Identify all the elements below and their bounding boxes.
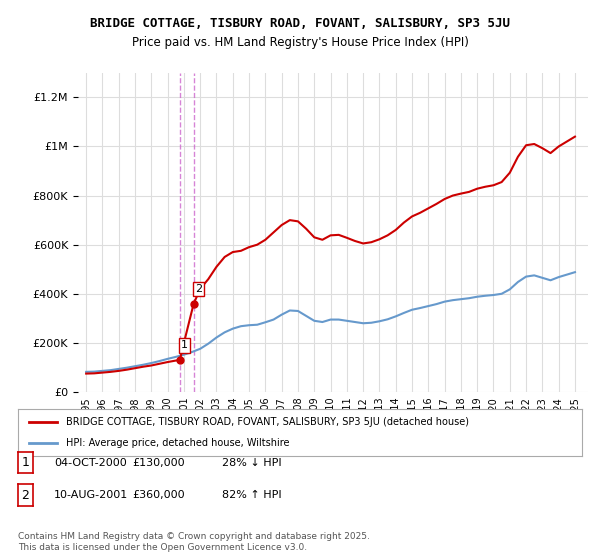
Text: 2: 2 xyxy=(22,488,29,502)
Text: Contains HM Land Registry data © Crown copyright and database right 2025.
This d: Contains HM Land Registry data © Crown c… xyxy=(18,532,370,552)
Text: BRIDGE COTTAGE, TISBURY ROAD, FOVANT, SALISBURY, SP3 5JU (detached house): BRIDGE COTTAGE, TISBURY ROAD, FOVANT, SA… xyxy=(66,417,469,427)
Text: 2: 2 xyxy=(195,284,202,294)
Text: 04-OCT-2000: 04-OCT-2000 xyxy=(54,458,127,468)
Text: 1: 1 xyxy=(181,340,188,351)
Text: Price paid vs. HM Land Registry's House Price Index (HPI): Price paid vs. HM Land Registry's House … xyxy=(131,36,469,49)
Text: 82% ↑ HPI: 82% ↑ HPI xyxy=(222,490,281,500)
Text: HPI: Average price, detached house, Wiltshire: HPI: Average price, detached house, Wilt… xyxy=(66,438,289,448)
Text: £360,000: £360,000 xyxy=(132,490,185,500)
Text: 28% ↓ HPI: 28% ↓ HPI xyxy=(222,458,281,468)
Text: 10-AUG-2001: 10-AUG-2001 xyxy=(54,490,128,500)
Text: 1: 1 xyxy=(22,456,29,469)
Text: £130,000: £130,000 xyxy=(132,458,185,468)
Text: BRIDGE COTTAGE, TISBURY ROAD, FOVANT, SALISBURY, SP3 5JU: BRIDGE COTTAGE, TISBURY ROAD, FOVANT, SA… xyxy=(90,17,510,30)
